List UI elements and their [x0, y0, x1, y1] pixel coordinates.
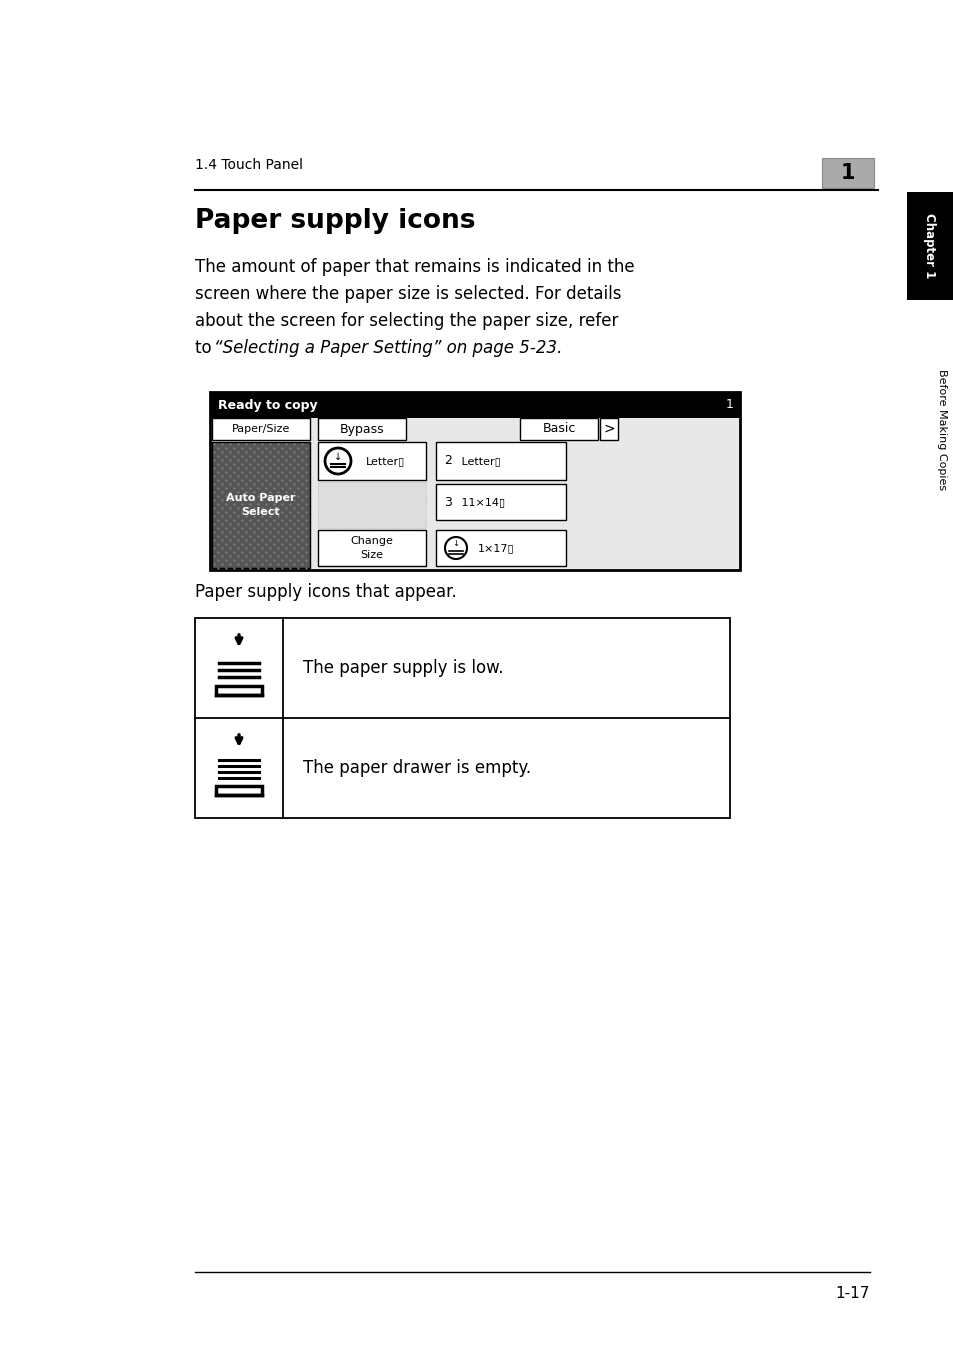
Text: Letter▯: Letter▯ [366, 457, 405, 466]
Text: 1.4 Touch Panel: 1.4 Touch Panel [194, 158, 303, 172]
Text: >: > [602, 422, 614, 436]
Bar [210, 392, 740, 570]
Text: Bypass: Bypass [339, 423, 384, 435]
Text: Paper supply icons that appear.: Paper supply icons that appear. [194, 584, 456, 601]
Bar [436, 442, 565, 480]
Text: ↓: ↓ [452, 539, 459, 549]
Text: 1: 1 [840, 163, 854, 182]
Text: 1×17▯: 1×17▯ [477, 543, 514, 553]
Text: The amount of paper that remains is indicated in the: The amount of paper that remains is indi… [194, 258, 634, 276]
Bar [317, 482, 426, 528]
Bar [215, 686, 262, 694]
Text: Before Making Copies: Before Making Copies [936, 369, 946, 490]
Bar [212, 442, 310, 567]
Bar [317, 417, 406, 440]
Text: 1-17: 1-17 [835, 1286, 869, 1301]
Text: The paper drawer is empty.: The paper drawer is empty. [303, 759, 531, 777]
Bar [210, 392, 740, 417]
Text: about the screen for selecting the paper size, refer: about the screen for selecting the paper… [194, 312, 618, 330]
Bar [194, 617, 729, 817]
Text: Auto Paper
Select: Auto Paper Select [226, 493, 295, 517]
Text: screen where the paper size is selected. For details: screen where the paper size is selected.… [194, 285, 620, 303]
Bar [317, 530, 426, 566]
Text: Ready to copy: Ready to copy [218, 399, 317, 412]
Text: 11×14▯: 11×14▯ [457, 497, 504, 507]
Bar [436, 530, 565, 566]
Bar [519, 417, 598, 440]
Text: Change
Size: Change Size [350, 536, 393, 561]
Bar [906, 192, 953, 300]
Text: Chapter 1: Chapter 1 [923, 213, 936, 278]
Bar [317, 442, 426, 480]
Text: 3: 3 [443, 496, 452, 508]
Bar [436, 484, 565, 520]
Text: “Selecting a Paper Setting” on page 5-23.: “Selecting a Paper Setting” on page 5-23… [213, 339, 561, 357]
Text: Paper supply icons: Paper supply icons [194, 208, 475, 234]
Text: Paper/Size: Paper/Size [232, 424, 290, 434]
Text: The paper supply is low.: The paper supply is low. [303, 659, 503, 677]
Text: 2: 2 [443, 454, 452, 467]
Text: Basic: Basic [541, 423, 575, 435]
Text: Letter▯: Letter▯ [457, 457, 500, 466]
Bar [212, 417, 310, 440]
Bar [215, 786, 262, 794]
Bar [821, 158, 873, 188]
Text: 1: 1 [725, 399, 733, 412]
Text: ↓: ↓ [334, 453, 342, 462]
Text: to: to [194, 339, 216, 357]
Bar [599, 417, 618, 440]
